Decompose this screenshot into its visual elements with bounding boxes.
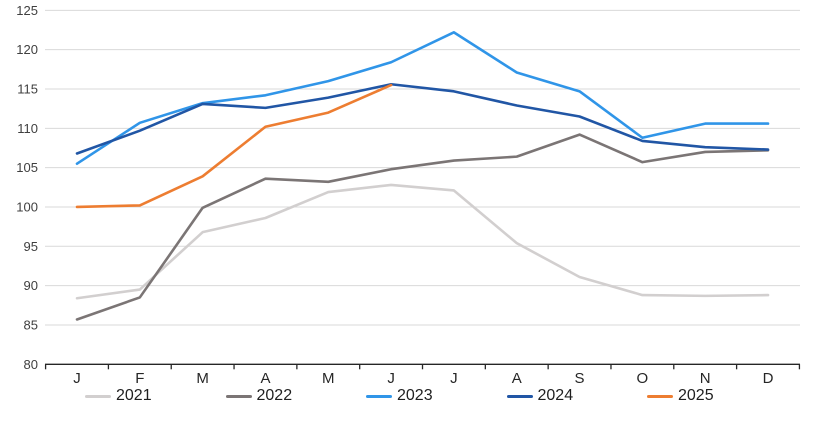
y-tick-label-110: 110	[17, 121, 38, 136]
x-tick-label-7: J	[450, 370, 458, 387]
legend-item-2023: 2023	[366, 388, 507, 404]
y-tick-label-105: 105	[16, 160, 38, 175]
y-tick-label-80: 80	[24, 357, 38, 372]
x-tick-label-1: J	[73, 370, 81, 387]
x-tick-label-11: N	[700, 370, 711, 387]
x-tick-label-9: S	[575, 370, 585, 387]
y-tick-label-85: 85	[24, 317, 38, 332]
x-tick-label-12: D	[763, 370, 774, 387]
legend-color-swatch-2025	[647, 394, 673, 398]
chart-legend: 2021 2022 2023 2024 2025	[85, 388, 788, 404]
x-tick-label-10: O	[637, 370, 649, 387]
x-tick-label-3: M	[196, 370, 209, 387]
y-tick-label-100: 100	[16, 199, 38, 214]
y-tick-label-125: 125	[16, 3, 38, 18]
x-tick-label-4: A	[260, 370, 270, 387]
x-tick-label-2: F	[135, 370, 144, 387]
x-tick-label-5: M	[322, 370, 335, 387]
legend-color-swatch-2024	[506, 394, 533, 398]
y-tick-label-95: 95	[24, 239, 38, 254]
x-tick-label-8: A	[512, 370, 522, 387]
series-line-2021	[75, 183, 770, 300]
legend-item-2021: 2021	[85, 388, 226, 404]
series-line-2025	[75, 83, 393, 209]
legend-label-2025: 2025	[678, 387, 714, 404]
legend-color-swatch-2022	[225, 394, 252, 398]
legend-item-2025: 2025	[647, 388, 788, 404]
gridlines	[45, 9, 800, 326]
series-line-2022	[75, 133, 770, 321]
legend-color-swatch-2023	[366, 394, 392, 398]
legend-label-2023: 2023	[397, 387, 433, 404]
y-axis-labels: 80 85 90 95 100 105 110 115 120 125	[16, 3, 38, 372]
y-tick-label-115: 115	[17, 81, 38, 96]
y-tick-label-120: 120	[16, 42, 38, 57]
x-tick-label-6: J	[387, 370, 395, 387]
legend-label-2022: 2022	[256, 387, 293, 404]
y-tick-label-90: 90	[24, 278, 38, 293]
series-line-2024	[75, 82, 770, 155]
legend-label-2021: 2021	[116, 387, 152, 404]
x-axis	[44, 363, 801, 370]
legend-item-2022: 2022	[225, 387, 367, 404]
series-line-2023	[75, 31, 770, 166]
legend-color-swatch-2021	[85, 394, 111, 398]
legend-item-2024: 2024	[506, 387, 648, 404]
legend-label-2024: 2024	[537, 387, 574, 404]
